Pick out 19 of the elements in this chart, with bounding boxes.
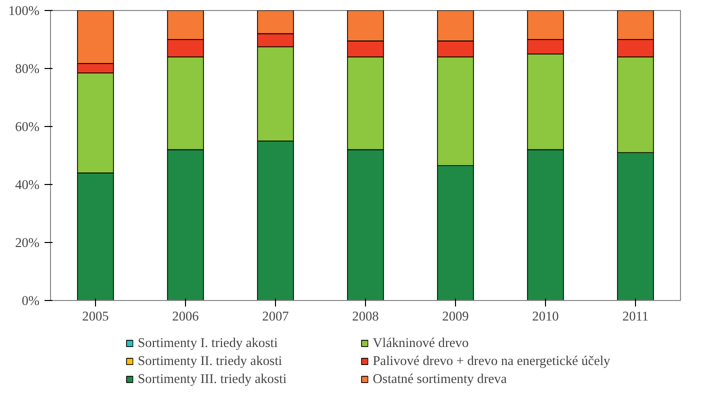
y-tick-label: 80%: [15, 61, 40, 76]
x-tick-label: 2007: [262, 308, 290, 324]
y-tick-label: 100%: [8, 3, 40, 18]
y-tick-label: 20%: [15, 235, 40, 250]
y-tick-label: 40%: [15, 177, 40, 192]
x-tick-label: 2009: [442, 308, 470, 324]
y-tick-label: 0%: [22, 293, 40, 308]
x-tick-label: 2006: [172, 308, 200, 324]
x-tick-label: 2005: [82, 308, 110, 324]
x-tick-label: 2008: [352, 308, 380, 324]
legend-label: Ostatné sortimenty dreva: [372, 370, 508, 386]
legend-label: Palivové drevo + drevo na energetické účely: [372, 352, 610, 368]
legend-label: Sortimenty II. triedy akosti: [138, 352, 284, 368]
x-tick-label: 2010: [532, 308, 560, 324]
legend-label: Sortimenty III. triedy akosti: [138, 370, 288, 386]
legend-label: Sortimenty I. triedy akosti: [138, 334, 279, 350]
legend-label: Vlákninové drevo: [372, 334, 470, 350]
y-tick-label: 60%: [15, 119, 40, 134]
x-tick-label: 2011: [622, 308, 649, 324]
